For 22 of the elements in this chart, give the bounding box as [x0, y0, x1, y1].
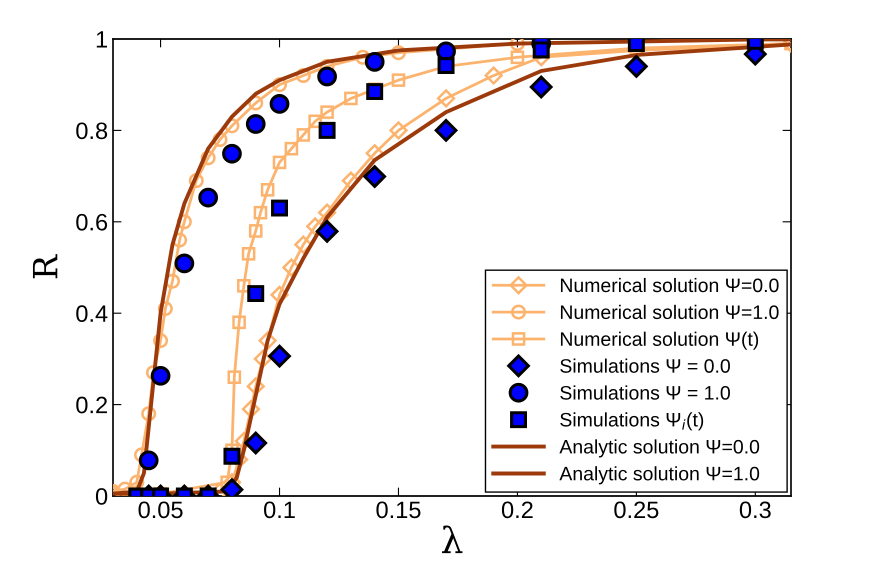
x-tick-label: 0.1: [264, 501, 295, 518]
x-tick-label: 0.05: [138, 501, 183, 518]
legend-label: Simulations Ψ = 0.0: [560, 358, 730, 373]
y-tick-label: 0: [96, 488, 108, 505]
y-tick-label: 1: [96, 31, 107, 48]
legend-label: Analytic solution Ψ=1.0: [559, 466, 760, 484]
y-tick-label: 0.2: [76, 396, 107, 414]
x-tick-label: 0.25: [614, 501, 658, 518]
legend-label: Simulations Ψ$_{i}$(t): [560, 412, 704, 430]
x-tick-label: 0.15: [376, 501, 420, 518]
legend-label: Numerical solution Ψ=1.0: [560, 304, 779, 320]
x-axis-title: λ: [442, 525, 462, 554]
y-tick-label: 0.6: [76, 214, 108, 231]
legend-label: Simulations Ψ = 1.0: [560, 385, 730, 400]
legend-label: Numerical solution Ψ(t): [560, 332, 758, 350]
x-tick-label: 0.3: [740, 501, 771, 518]
legend-label: Analytic solution Ψ=0.0: [559, 439, 760, 458]
legend-label: Numerical solution Ψ=0.0: [560, 278, 779, 292]
y-tick-label: 0.4: [76, 305, 108, 322]
y-axis-title: R: [32, 254, 58, 278]
y-tick-label: 0.8: [76, 122, 108, 140]
x-tick-label: 0.2: [502, 501, 533, 518]
